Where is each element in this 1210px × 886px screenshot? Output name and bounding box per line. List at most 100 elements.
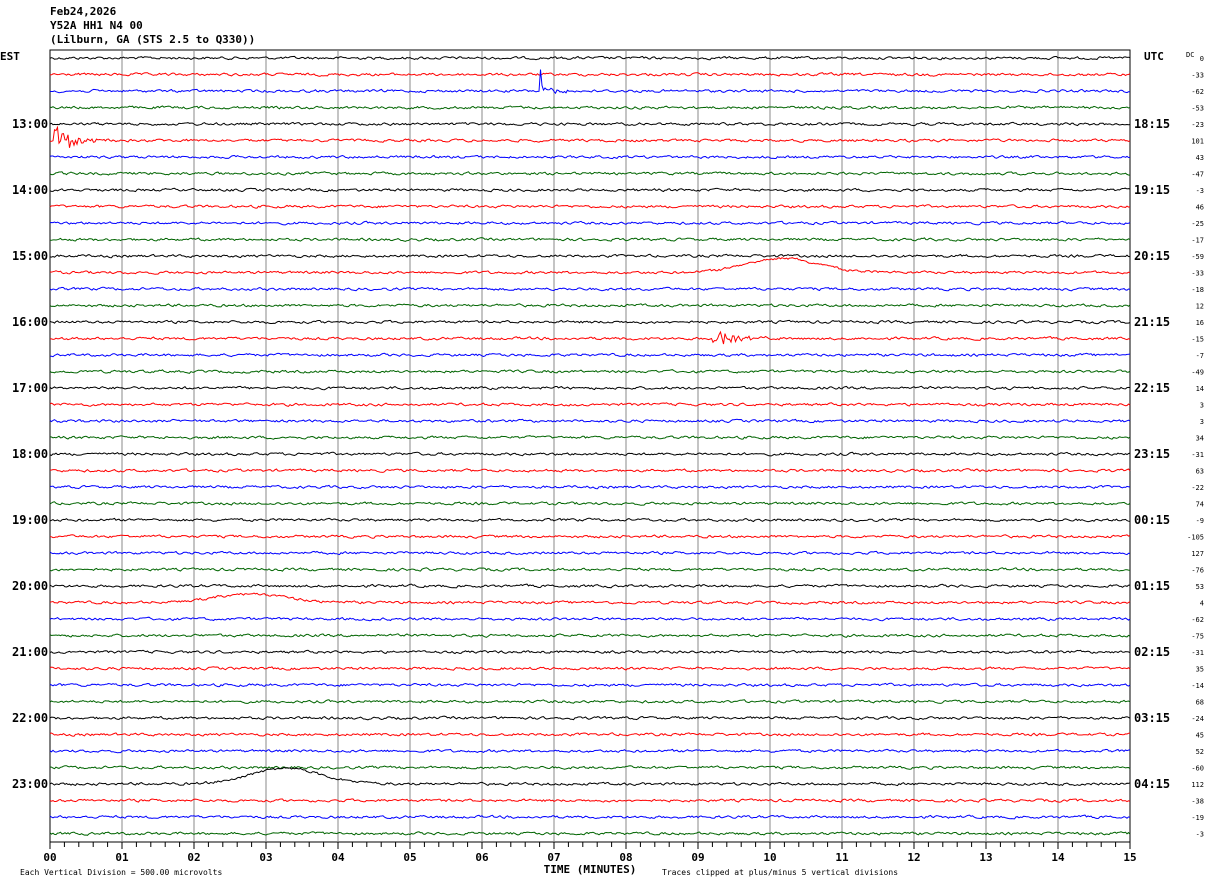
utc-time-label: 21:15 <box>1134 315 1170 329</box>
x-tick-label: 01 <box>115 851 129 864</box>
trace-line-37 <box>49 666 1131 671</box>
trace-line-29 <box>49 534 1131 539</box>
utc-time-label: 19:15 <box>1134 183 1170 197</box>
dc-offset-label: -17 <box>1191 237 1204 245</box>
trace-line-0 <box>49 55 1131 61</box>
trace-line-17 <box>49 330 1131 345</box>
trace-line-42 <box>49 748 1131 754</box>
trace-line-40 <box>49 715 1131 721</box>
est-time-label: 15:00 <box>12 249 48 263</box>
trace-line-8 <box>49 187 1131 193</box>
channel-label: Y52A HH1 N4 00 <box>50 19 143 32</box>
dc-offset-label: -60 <box>1191 765 1204 773</box>
dc-offset-label: 3 <box>1200 402 1204 410</box>
dc-offset-label: -9 <box>1196 517 1204 525</box>
clip-note: Traces clipped at plus/minus 5 vertical … <box>662 868 898 877</box>
x-tick-label: 00 <box>43 851 56 864</box>
dc-offset-label: 101 <box>1191 138 1204 146</box>
trace-line-47 <box>49 831 1131 836</box>
dc-offset-label: -18 <box>1191 286 1204 294</box>
dc-offset-label: 4 <box>1200 600 1204 608</box>
trace-line-19 <box>49 369 1131 374</box>
trace-line-36 <box>49 649 1131 655</box>
trace-line-22 <box>49 418 1131 424</box>
x-tick-label: 15 <box>1123 851 1136 864</box>
trace-line-30 <box>49 550 1131 556</box>
trace-line-39 <box>49 699 1131 704</box>
trace-line-15 <box>49 303 1131 308</box>
utc-time-label: 18:15 <box>1134 117 1170 131</box>
dc-offset-label: 127 <box>1191 550 1204 558</box>
trace-line-33 <box>49 592 1131 605</box>
trace-line-26 <box>50 484 1131 490</box>
scale-note: Each Vertical Division = 500.00 microvol… <box>20 868 222 877</box>
trace-line-18 <box>49 352 1131 358</box>
trace-line-6 <box>49 154 1131 160</box>
dc-offset-label: -3 <box>1196 831 1204 839</box>
utc-time-label: 22:15 <box>1134 381 1170 395</box>
utc-time-label: 03:15 <box>1134 711 1170 725</box>
trace-line-20 <box>49 385 1131 391</box>
est-time-label: 17:00 <box>12 381 48 395</box>
trace-line-9 <box>49 204 1131 209</box>
dc-offset-label: 45 <box>1196 732 1204 740</box>
trace-line-32 <box>49 583 1131 589</box>
dc-offset-label: -31 <box>1191 649 1204 657</box>
est-time-label: 13:00 <box>12 117 48 131</box>
trace-line-11 <box>50 237 1131 242</box>
dc-offset-label: -7 <box>1196 352 1204 360</box>
dc-offset-label: -47 <box>1191 171 1204 179</box>
utc-time-label: 20:15 <box>1134 249 1170 263</box>
dc-offset-label: 43 <box>1196 154 1204 162</box>
x-tick-label: 06 <box>475 851 489 864</box>
est-time-label: 22:00 <box>12 711 48 725</box>
utc-time-label: 04:15 <box>1134 777 1170 791</box>
trace-line-13 <box>49 256 1131 275</box>
trace-line-38 <box>49 682 1131 688</box>
dc-offset-label: -25 <box>1191 220 1204 228</box>
est-time-label: 20:00 <box>12 579 48 593</box>
dc-offset-label: -75 <box>1191 633 1204 641</box>
trace-line-35 <box>49 633 1131 638</box>
utc-axis-title: UTC <box>1144 50 1164 63</box>
dc-offset-label: 16 <box>1196 319 1204 327</box>
dc-offset-label: -105 <box>1187 534 1204 542</box>
x-tick-label: 12 <box>907 851 920 864</box>
est-time-label: 23:00 <box>12 777 48 791</box>
dc-offset-label: 52 <box>1196 748 1204 756</box>
x-tick-label: 02 <box>187 851 200 864</box>
trace-line-25 <box>49 468 1131 473</box>
utc-time-label: 02:15 <box>1134 645 1170 659</box>
dc-offset-label: 46 <box>1196 204 1204 212</box>
trace-line-27 <box>49 501 1131 506</box>
trace-line-21 <box>49 402 1131 407</box>
x-tick-label: 14 <box>1051 851 1065 864</box>
trace-line-34 <box>49 616 1131 622</box>
dc-offset-label: 74 <box>1196 501 1204 509</box>
trace-line-31 <box>49 567 1131 572</box>
x-axis-title: TIME (MINUTES) <box>544 863 637 876</box>
dc-offset-label: 63 <box>1196 468 1204 476</box>
trace-line-3 <box>49 105 1131 110</box>
dc-offset-label: -19 <box>1191 814 1204 822</box>
dc-offset-label: 12 <box>1196 303 1204 311</box>
dc-offset-label: 68 <box>1196 699 1204 707</box>
trace-line-10 <box>49 220 1131 226</box>
trace-line-41 <box>49 732 1131 737</box>
location-label: (Lilburn, GA (STS 2.5 to Q330)) <box>50 33 256 46</box>
dc-offset-label: -76 <box>1191 567 1204 575</box>
trace-line-4 <box>49 121 1131 127</box>
x-tick-label: 03 <box>259 851 272 864</box>
dc-offset-label: -3 <box>1196 187 1204 195</box>
trace-line-43 <box>49 765 1131 770</box>
est-time-label: 16:00 <box>12 315 48 329</box>
trace-line-2 <box>49 69 1131 95</box>
x-tick-label: 10 <box>763 851 776 864</box>
x-tick-label: 09 <box>691 851 704 864</box>
utc-time-label: 00:15 <box>1134 513 1170 527</box>
dc-offset-label: -22 <box>1191 484 1204 492</box>
dc-offset-label: 112 <box>1191 781 1204 789</box>
dc-offset-label: -15 <box>1191 336 1204 344</box>
dc-offset-label: 53 <box>1196 583 1204 591</box>
